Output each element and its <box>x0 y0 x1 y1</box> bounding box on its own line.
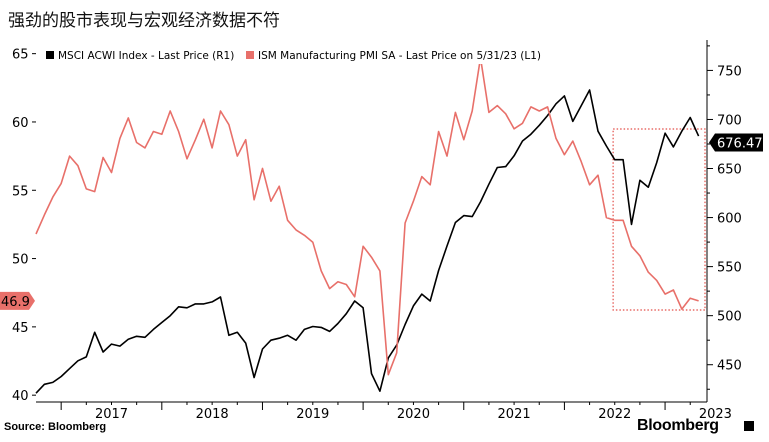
right-tick-label: 500 <box>717 310 742 325</box>
series-lines <box>35 56 700 394</box>
chart-title: 强劲的股市表现与宏观经济数据不符 <box>8 11 280 31</box>
left-tick-label: 40 <box>12 389 29 404</box>
legend-label-msci: MSCI ACWI Index - Last Price (R1) <box>58 50 234 62</box>
right-tick-label: 450 <box>717 359 742 374</box>
left-tick-label: 55 <box>12 184 29 199</box>
legend: MSCI ACWI Index - Last Price (R1) ISM Man… <box>44 46 555 64</box>
right-tick-label: 750 <box>717 64 742 79</box>
left-tick-label: 45 <box>12 321 29 336</box>
msci-last-value-badge <box>709 133 763 152</box>
msci-series-line <box>35 89 700 394</box>
x-tick-label: 2019 <box>296 407 329 422</box>
x-tick-label: 2021 <box>498 407 531 422</box>
x-tick-label: 2017 <box>95 407 128 422</box>
right-axis: 450 500 550 600 650 700 750 <box>706 40 742 402</box>
last-value-badges: 676.47 46.9 <box>0 133 763 310</box>
legend-swatch-msci <box>46 51 54 59</box>
x-tick-label: 2023 <box>699 407 732 422</box>
x-tick-label: 2020 <box>397 407 430 422</box>
msci-last-value-label: 676.47 <box>717 137 763 152</box>
left-axis: 40 45 50 55 60 65 <box>12 48 36 404</box>
ism-series-line <box>35 56 699 376</box>
right-tick-label: 550 <box>717 261 742 276</box>
ism-last-value-label: 46.9 <box>1 295 30 310</box>
x-tick-label: 2018 <box>196 407 229 422</box>
right-tick-label: 700 <box>717 113 742 128</box>
source-label: Source: Bloomberg <box>4 421 107 433</box>
legend-label-ism: ISM Manufacturing PMI SA - Last Price on… <box>258 50 541 62</box>
ism-last-value-badge <box>0 291 35 310</box>
legend-background <box>44 46 555 64</box>
left-tick-label: 65 <box>12 48 29 63</box>
left-tick-label: 50 <box>12 253 29 268</box>
right-tick-label: 650 <box>717 163 742 178</box>
left-tick-label: 60 <box>12 116 29 131</box>
x-tick-label: 2022 <box>598 407 631 422</box>
x-axis: 2017 2018 2019 2020 2021 2022 2023 <box>36 401 732 422</box>
brand-mark-icon <box>744 421 754 431</box>
right-tick-label: 600 <box>717 212 742 227</box>
legend-swatch-ism <box>246 51 254 59</box>
brand-logo: Bloomberg <box>637 417 719 434</box>
